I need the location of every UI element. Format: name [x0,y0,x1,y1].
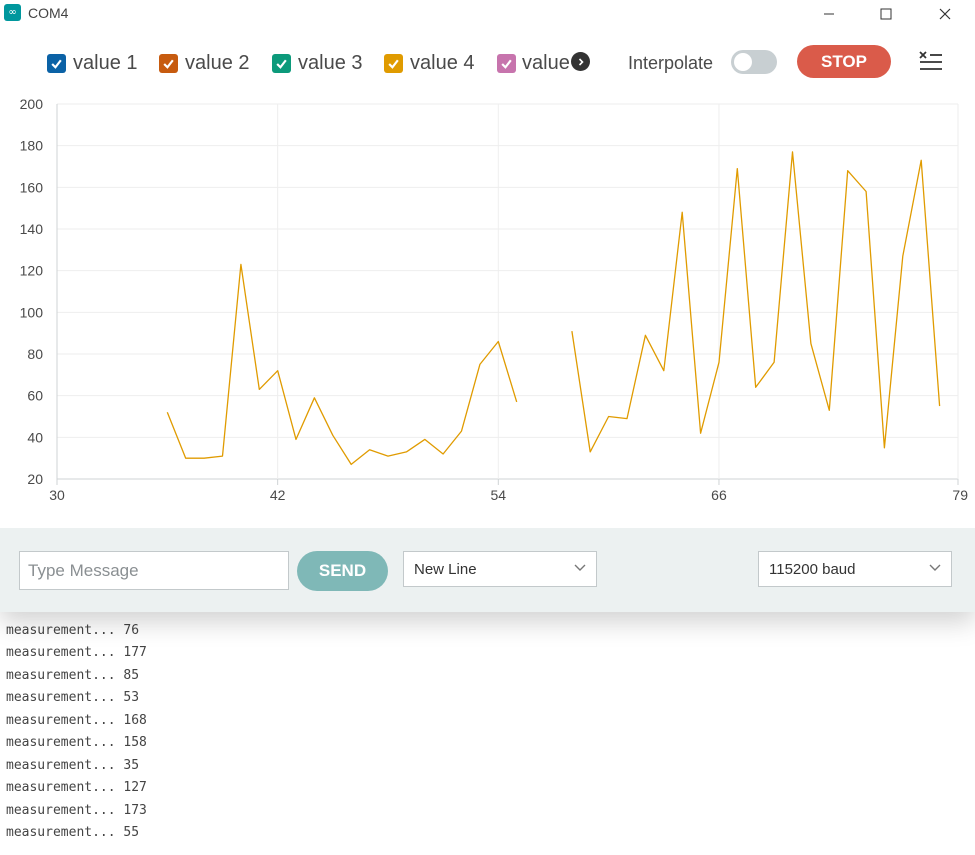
series-line [571,151,941,453]
check-icon [276,59,287,69]
console-line: measurement... 53 [6,690,140,705]
y-tick-label: 140 [20,221,44,237]
chevron-down-icon [574,564,586,571]
baud-rate-value: 115200 baud [769,560,856,578]
legend-item-value-3[interactable]: value 3 [272,52,363,74]
y-tick-label: 200 [20,96,44,112]
series-line [166,263,518,466]
clear-list-icon [919,51,942,70]
x-tick-label: 66 [711,487,727,503]
legend-item-value-1[interactable]: value 1 [47,52,138,74]
minimize-icon [824,13,834,15]
message-bar: SEND New Line 115200 baud [0,528,975,612]
y-tick-label: 20 [27,471,43,487]
y-tick-label: 120 [20,263,44,279]
checkbox[interactable] [384,53,403,73]
serial-plotter-window: ∞ COM4 value 1 value 2 value 3 value 4 [0,0,975,612]
stop-button[interactable]: STOP [797,45,891,78]
send-button[interactable]: SEND [297,551,388,591]
console-line: measurement... 35 [6,758,140,773]
plotter-toolbar: value 1 value 2 value 3 value 4 value 5 … [0,40,975,86]
x-tick-label: 54 [491,487,507,503]
console-line: measurement... 127 [6,780,147,795]
x-tick-label: 30 [49,487,65,503]
legend-label: value 5 [522,52,571,74]
chevron-right-icon [578,57,584,66]
interpolate-label: Interpolate [628,53,714,73]
legend-label: value 4 [410,51,475,74]
y-tick-label: 80 [27,346,43,362]
title-bar: ∞ COM4 [0,0,975,28]
toggle-knob [734,53,752,71]
check-icon [501,59,512,69]
interpolate-toggle[interactable] [731,50,777,74]
console-line: measurement... 177 [6,645,147,660]
baud-rate-select[interactable]: 115200 baud [758,551,952,587]
chevron-down-icon [929,564,941,571]
console-line: measurement... 76 [6,623,140,638]
legend-scroll-right-button[interactable] [571,52,590,71]
check-icon [388,59,399,69]
infinity-icon: ∞ [4,4,21,21]
legend-item-value-5[interactable] [497,52,516,74]
checkbox[interactable] [272,53,291,73]
line-ending-value: New Line [414,560,477,578]
checkbox[interactable] [159,53,178,73]
maximize-icon [880,8,892,20]
legend-item-value-2[interactable]: value 2 [159,52,250,74]
minimize-button[interactable] [806,0,852,28]
legend-item-value-4[interactable]: value 4 [384,52,475,74]
legend-label-clip: value 5 [519,52,571,78]
check-icon [163,59,174,69]
console-line: measurement... 158 [6,735,147,750]
plot-chart: 20 40 60 80 100 120 140 160 180 200 30 42 54 66 79 [20,96,969,503]
message-input[interactable] [19,551,289,590]
y-tick-label: 60 [27,388,43,404]
y-tick-label: 40 [27,429,43,445]
console-line: measurement... 168 [6,713,147,728]
close-button[interactable] [922,0,968,28]
console-line: measurement... 173 [6,803,147,818]
check-icon [51,59,62,69]
x-tick-label: 42 [270,487,286,503]
y-tick-label: 180 [20,138,44,154]
legend-label: value 1 [73,51,138,74]
console-line: measurement... 55 [6,825,140,840]
checkbox[interactable] [47,53,66,73]
line-ending-select[interactable]: New Line [403,551,597,587]
legend-label: value 3 [298,51,363,74]
serial-monitor-output: measurement... 64 measurement... 76 meas… [0,600,975,855]
y-tick-label: 100 [20,304,44,320]
checkbox[interactable] [497,53,516,73]
clear-button[interactable] [916,49,944,75]
console-line: measurement... 85 [6,668,140,683]
maximize-button[interactable] [863,0,909,28]
window-title: COM4 [28,5,69,21]
close-icon [939,8,951,20]
x-tick-label: 79 [952,487,968,503]
legend-label: value 2 [185,51,250,74]
y-tick-label: 160 [20,179,44,195]
